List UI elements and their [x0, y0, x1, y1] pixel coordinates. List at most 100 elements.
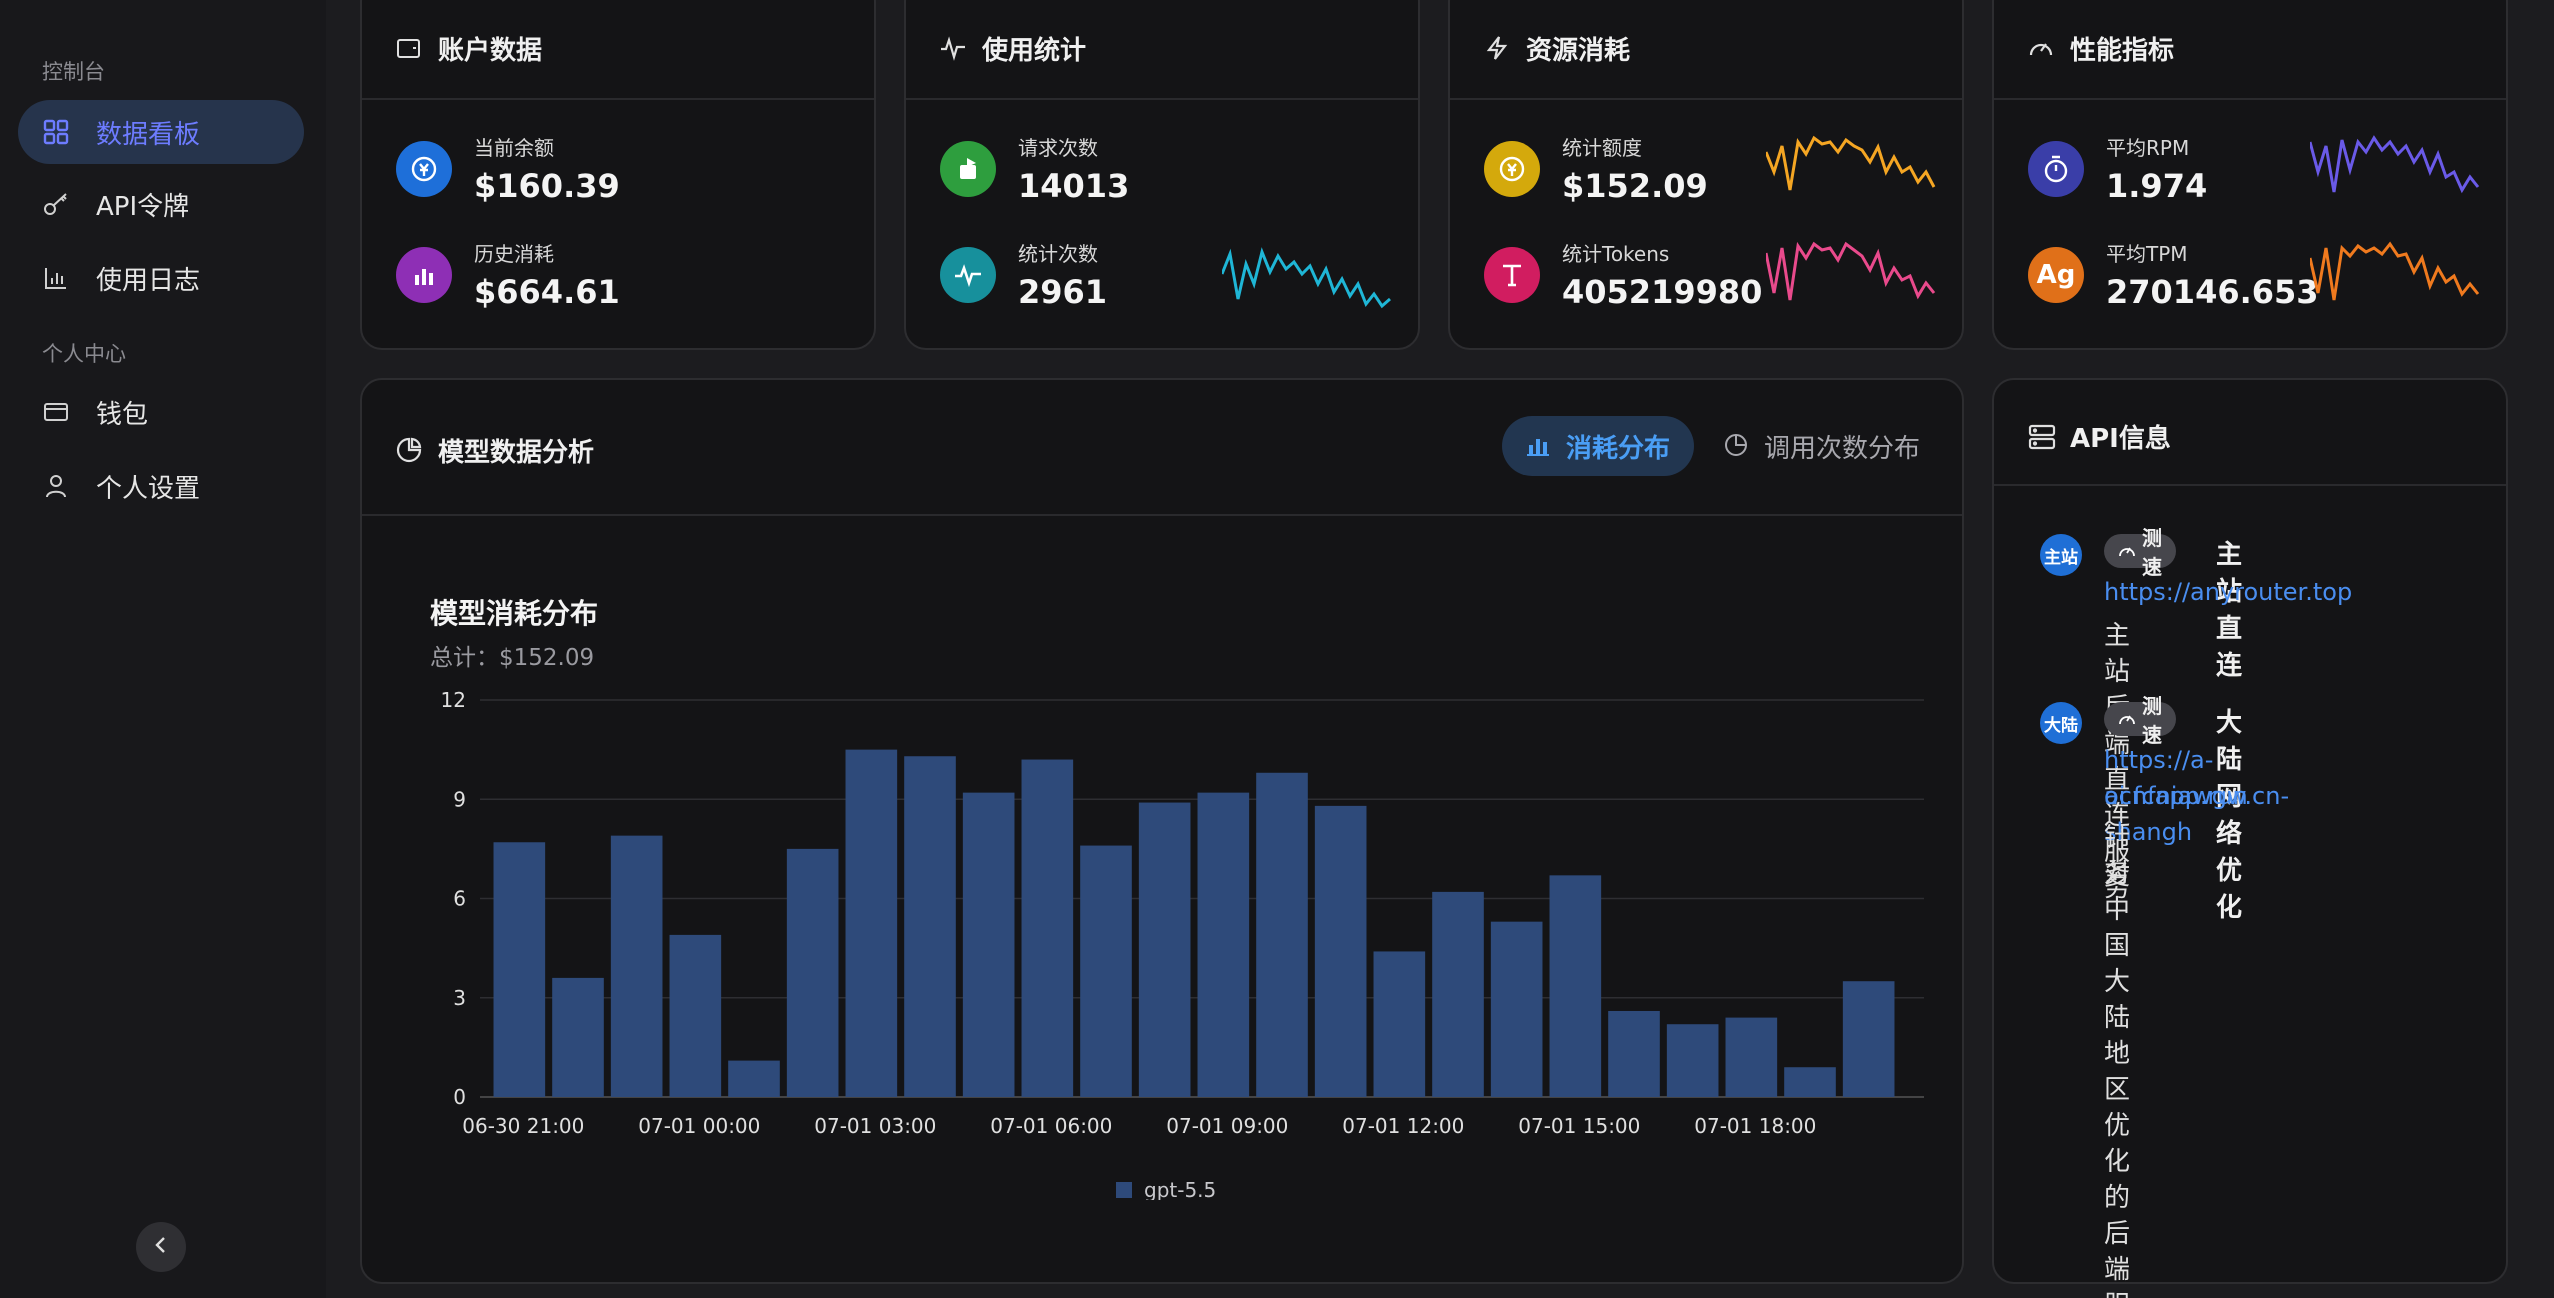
speed-test-button[interactable]: 测速 — [2104, 694, 2176, 747]
sparkline-line — [2310, 241, 2480, 301]
balance-value: $160.39 — [474, 167, 620, 205]
performance-card-title: 性能指标 — [2028, 30, 2174, 67]
tpm-stat: Ag 平均TPM 270146.653 — [2028, 238, 2319, 311]
speed-test-button[interactable]: 测速 — [2104, 526, 2176, 579]
bar — [1608, 1010, 1660, 1097]
send-icon — [940, 140, 996, 197]
api-entry-url[interactable]: https://anyrouter.top — [2104, 578, 2353, 606]
api-entry-name: 大陆网络优化 — [2216, 708, 2243, 923]
bar — [552, 977, 604, 1097]
bar-chart-icon — [1526, 433, 1552, 459]
x-tick-label: 07-01 18:00 — [1694, 1114, 1816, 1138]
bar — [1432, 891, 1484, 1097]
text-icon — [1484, 246, 1540, 303]
chevron-left-icon — [151, 1235, 171, 1259]
api-entry-desc: 针对中国大陆地区优化的后端服 — [2104, 823, 2131, 1298]
sidebar-section-console: 控制台 — [42, 60, 105, 84]
sidebar-item-label: API令牌 — [96, 191, 190, 222]
account-card-title: 账户数据 — [396, 30, 542, 67]
sparkline-line — [2310, 135, 2480, 194]
rpm-value: 1.974 — [2106, 167, 2208, 205]
balance-stat: 当前余额 $160.39 — [396, 132, 620, 205]
x-tick-label: 07-01 15:00 — [1518, 1114, 1640, 1138]
bar-chart-icon — [396, 246, 452, 303]
api-entry-url[interactable]: https://a-ocnfniawgw.cn-shangh — [2104, 746, 2290, 846]
sidebar-item-settings[interactable]: 个人设置 — [18, 454, 304, 518]
count-stat: 统计次数 2961 — [940, 238, 1107, 311]
bar — [1256, 772, 1308, 1097]
bar — [904, 756, 956, 1097]
stopwatch-icon — [2028, 140, 2084, 197]
bar — [1490, 921, 1543, 1097]
tab-calls[interactable]: 调用次数分布 — [1700, 416, 1944, 476]
y-tick-label: 3 — [453, 986, 466, 1010]
bar — [1549, 875, 1602, 1097]
quota-sparkline — [1766, 135, 1936, 191]
model-analysis-card: 模型数据分析 消耗分布 调用次数分布 模型消耗分布 总计：$152.09 0 3 6… — [360, 378, 1964, 1284]
usage-card: 使用统计 请求次数 14013 统计次数 2961 — [904, 0, 1420, 350]
key-icon — [42, 190, 70, 218]
speedometer-icon — [2118, 542, 2136, 560]
bar — [610, 835, 663, 1097]
history-label: 历史消耗 — [474, 242, 554, 266]
requests-value: 14013 — [1018, 167, 1130, 205]
tokens-label: 统计Tokens — [1562, 242, 1670, 266]
history-stat: 历史消耗 $664.61 — [396, 238, 620, 311]
chart-subtitle: 总计：$152.09 — [430, 645, 595, 671]
sidebar-item-wallet[interactable]: 钱包 — [18, 380, 304, 444]
collapse-sidebar-button[interactable] — [136, 1222, 186, 1272]
tokens-value: 405219980 — [1562, 273, 1763, 311]
legend-swatch — [1116, 1182, 1132, 1198]
api-entry-url-cont[interactable]: ai.fcapp.run — [2104, 782, 2248, 810]
bar — [1021, 759, 1074, 1097]
api-entry-name: 主站直连 — [2216, 540, 2243, 681]
bar — [669, 934, 722, 1097]
pie-chart-icon — [1724, 433, 1750, 459]
bar — [1842, 981, 1895, 1097]
activity-icon — [940, 35, 968, 63]
bar-chart-icon — [42, 264, 70, 292]
sidebar: 控制台 数据看板 API令牌 使用日志 个人中心 钱包 个人设置 — [0, 0, 326, 1298]
y-tick-label: 0 — [453, 1085, 466, 1109]
legend-label: gpt-5.5 — [1144, 1178, 1216, 1200]
bar — [728, 1060, 780, 1097]
api-entry-desc-cont: 务 — [2104, 859, 2131, 889]
bar — [1138, 802, 1191, 1097]
divider — [362, 514, 1962, 516]
y-tick-label: 6 — [453, 887, 466, 911]
sidebar-item-api-token[interactable]: API令牌 — [18, 172, 304, 236]
x-tick-label: 07-01 06:00 — [990, 1114, 1112, 1138]
x-tick-label: 07-01 00:00 — [638, 1114, 760, 1138]
bar — [962, 792, 1015, 1097]
tpm-badge: Ag — [2028, 246, 2084, 303]
y-tick-label: 12 — [441, 688, 466, 712]
divider — [362, 98, 874, 100]
sidebar-item-label: 使用日志 — [96, 265, 201, 296]
count-sparkline — [1222, 247, 1391, 309]
lightning-icon — [1484, 35, 1512, 63]
currency-exchange-icon — [396, 140, 452, 197]
tpm-value: 270146.653 — [2106, 273, 2319, 311]
tokens-sparkline — [1766, 241, 1936, 301]
divider — [1994, 484, 2506, 486]
wallet-icon — [42, 398, 70, 426]
tpm-sparkline — [2310, 241, 2480, 301]
quota-label: 统计额度 — [1562, 136, 1642, 160]
gauge-icon — [2028, 35, 2056, 63]
sidebar-item-label: 数据看板 — [96, 119, 201, 150]
tpm-label: 平均TPM — [2106, 242, 2188, 266]
tab-consumption[interactable]: 消耗分布 — [1502, 416, 1695, 476]
chart-title: 模型消耗分布 — [430, 597, 599, 630]
sidebar-item-usage-log[interactable]: 使用日志 — [18, 246, 304, 310]
count-value: 2961 — [1018, 273, 1108, 311]
pulse-icon — [940, 246, 996, 303]
tokens-stat: 统计Tokens 405219980 — [1484, 238, 1762, 311]
count-label: 统计次数 — [1018, 242, 1098, 266]
bar — [1080, 845, 1132, 1097]
rpm-sparkline — [2310, 135, 2480, 194]
bar — [1784, 1067, 1836, 1097]
bar — [1197, 792, 1250, 1097]
sidebar-item-dashboard[interactable]: 数据看板 — [18, 100, 304, 164]
x-tick-label: 07-01 03:00 — [814, 1114, 936, 1138]
resource-card: 资源消耗 统计额度 $152.09 统计Tokens 405219980 — [1448, 0, 1964, 350]
